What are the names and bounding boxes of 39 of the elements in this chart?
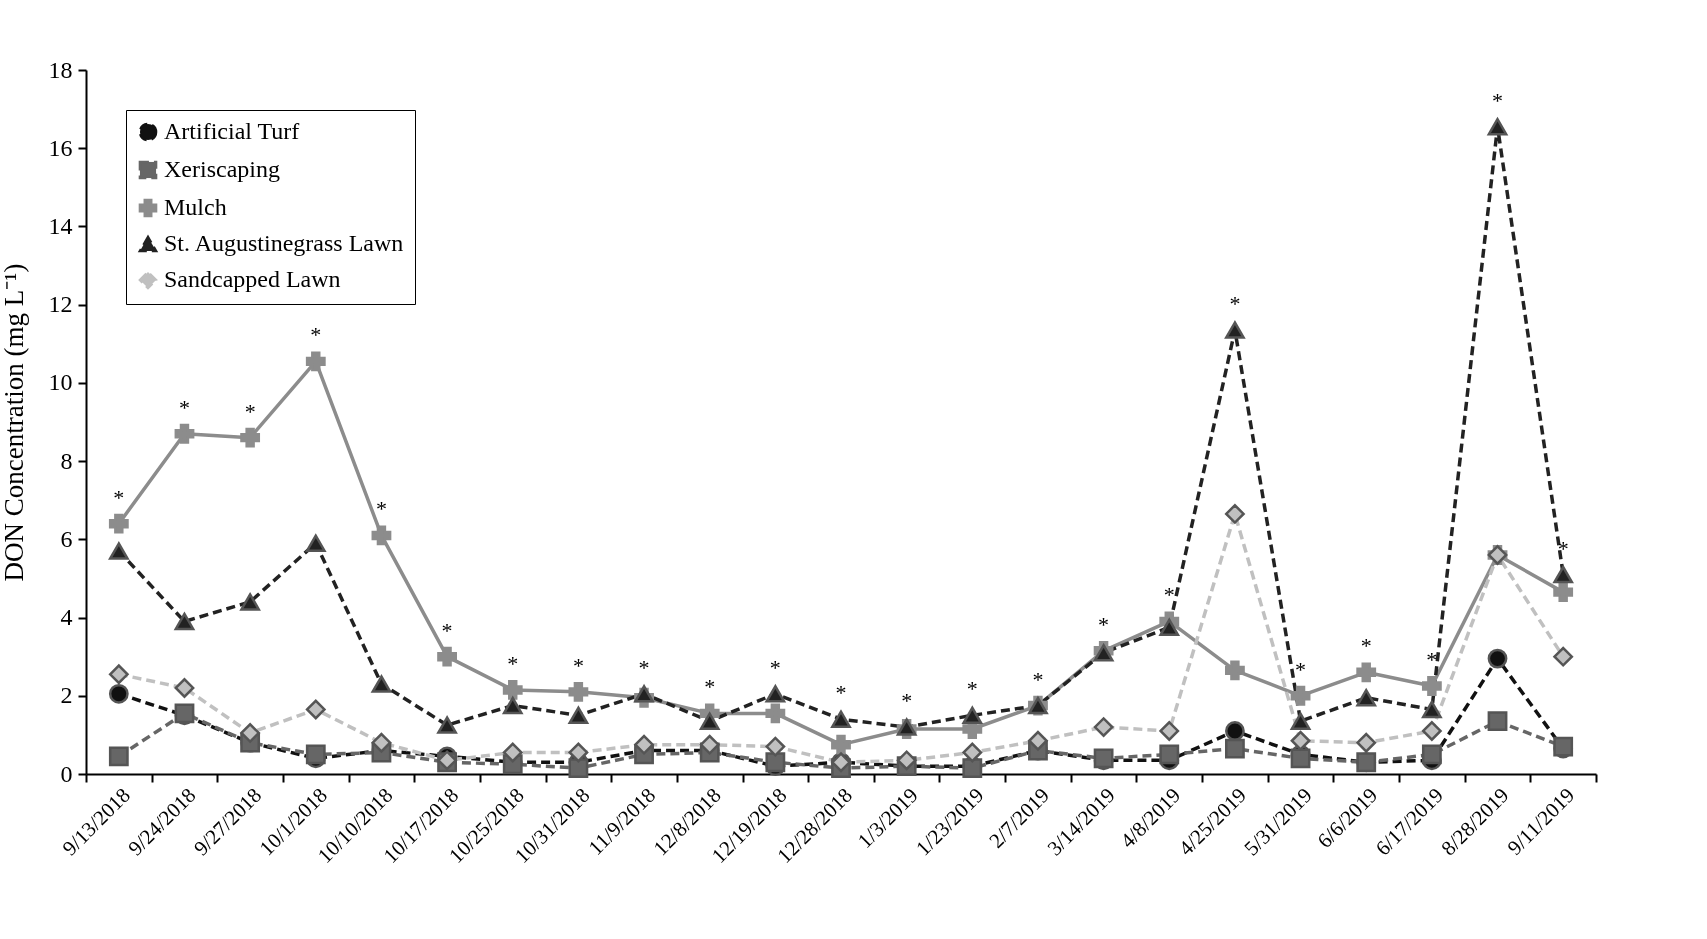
annotation: * xyxy=(1557,535,1569,561)
y-axis-title: DON Concentration (mg L⁻¹) xyxy=(0,263,29,582)
annotation: * xyxy=(1229,291,1241,317)
annotation: * xyxy=(572,652,584,678)
legend-label: Xeriscaping xyxy=(164,156,280,182)
y-tick-label: 8 xyxy=(60,447,73,474)
annotation: * xyxy=(901,688,913,714)
annotation: * xyxy=(310,322,322,348)
annotation: * xyxy=(1492,87,1504,113)
y-tick-label: 12 xyxy=(48,291,73,318)
y-tick-label: 2 xyxy=(60,682,73,709)
annotation: * xyxy=(704,674,716,700)
annotation: * xyxy=(966,676,978,702)
annotation: * xyxy=(113,484,125,510)
annotation: * xyxy=(638,654,650,680)
annotation: * xyxy=(1426,647,1438,672)
annotation: * xyxy=(178,394,190,420)
legend-label: Mulch xyxy=(164,194,227,220)
y-tick-label: 18 xyxy=(48,56,73,83)
y-tick-label: 14 xyxy=(48,212,73,239)
annotation: * xyxy=(441,617,453,643)
annotation: * xyxy=(1032,666,1044,692)
y-tick-label: 16 xyxy=(48,134,73,161)
y-tick-label: 10 xyxy=(48,369,73,396)
annotation: * xyxy=(507,650,519,676)
y-tick-label: 6 xyxy=(60,525,73,552)
y-tick-label: 4 xyxy=(60,604,73,631)
annotation: * xyxy=(1295,656,1307,682)
y-tick-label: 0 xyxy=(60,760,73,787)
annotation: * xyxy=(1360,633,1372,659)
annotation: * xyxy=(769,654,781,680)
annotation: * xyxy=(1163,582,1175,608)
annotation: * xyxy=(244,398,256,424)
legend-label: St. Augustinegrass Lawn xyxy=(164,230,404,256)
legend-label: Artificial Turf xyxy=(164,118,300,144)
annotation: * xyxy=(1098,611,1110,637)
annotation: * xyxy=(375,496,387,522)
legend-label: Sandcapped Lawn xyxy=(164,266,341,292)
annotation: * xyxy=(835,680,847,706)
